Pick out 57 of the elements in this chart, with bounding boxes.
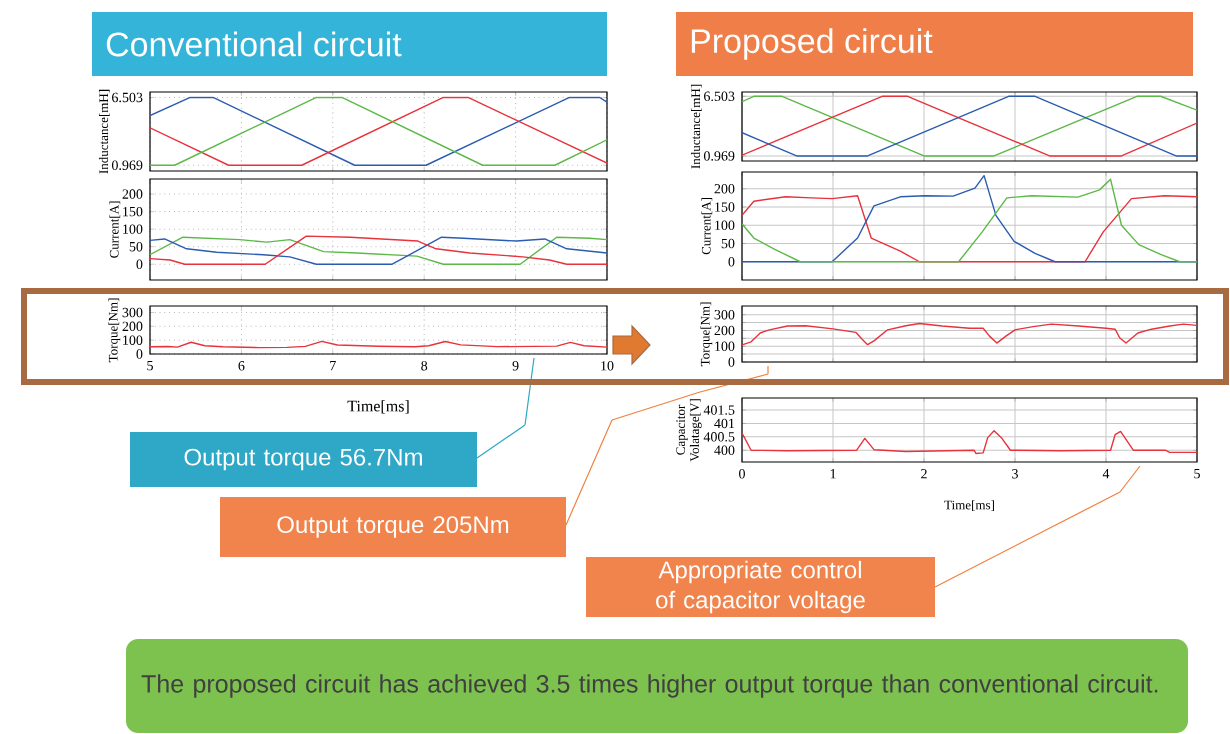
y-tick-label: 100 [123,224,143,234]
y-tick-label: 300 [122,307,143,318]
y-tick-label: 50 [129,241,143,252]
x-tick-label: 8 [421,361,428,371]
text: Appropriate control of capacitor voltage [656,560,865,614]
x-tick-label: 1 [830,469,836,479]
y-axis-title: Inductance[mH] [98,89,110,174]
y-tick-label: 6.503 [112,92,143,103]
text: Output torque 56.7Nm [184,448,422,471]
x-tick-label: 3 [1012,469,1018,479]
x-tick-label: 6 [238,361,245,371]
line-series [742,322,1197,346]
text: The proposed circuit has achieved 3.5 times higher output torque than conventional circuit. [141,674,1158,698]
y-tick-label: 50 [721,238,735,249]
y-tick-label: 401.5 [703,405,735,415]
line-series [742,95,1197,157]
chart-title: Proposed circuit [691,28,933,60]
y-tick-label: 400.5 [703,432,735,442]
x-tick-label: 4 [1102,469,1110,479]
x-tick-label: 0 [739,469,745,479]
y-axis-title: Torque[Nm] [700,302,713,367]
y-axis-title: Torque[Nm] [108,298,121,363]
y-tick-label: 200 [714,184,735,194]
x-tick-label: 5 [1194,469,1200,479]
x-axis-title: Time[ms] [944,500,994,511]
y-tick-label: 6.503 [704,91,735,102]
line-series [150,96,607,166]
y-tick-label: 0 [136,349,143,359]
x-tick-label: 2 [921,469,927,479]
y-tick-label: 400 [714,445,735,455]
y-axis-title: Current[A] [701,198,713,255]
y-tick-label: 200 [122,321,143,332]
line-series [150,340,607,349]
y-axis-title: Current[A] [109,201,121,258]
y-tick-label: 100 [123,335,143,345]
y-tick-label: 100 [715,341,735,351]
y-tick-label: 0.969 [703,151,735,161]
y-axis-title: Inductance[mH] [690,84,702,169]
y-tick-label: 150 [715,202,735,212]
y-axis-title: Capacitor Volatage[V] [676,399,702,462]
y-tick-label: 0.969 [111,160,143,170]
text: Output torque 205Nm [277,516,509,538]
x-tick-label: 7 [330,361,336,371]
y-tick-label: 100 [715,220,735,230]
x-tick-label: 10 [601,361,614,371]
y-tick-label: 401 [714,418,735,429]
chart-title: Conventional circuit [106,31,402,57]
y-tick-label: 0 [728,257,735,267]
y-tick-label: 0 [136,259,143,269]
y-tick-label: 200 [714,325,735,336]
y-tick-label: 150 [123,206,143,217]
x-tick-label: 9 [512,361,519,371]
x-axis-title: Time[ms] [347,400,409,414]
line-series [742,429,1197,455]
y-tick-label: 200 [122,189,143,199]
y-tick-label: 300 [714,309,735,320]
x-tick-label: 5 [147,361,153,371]
